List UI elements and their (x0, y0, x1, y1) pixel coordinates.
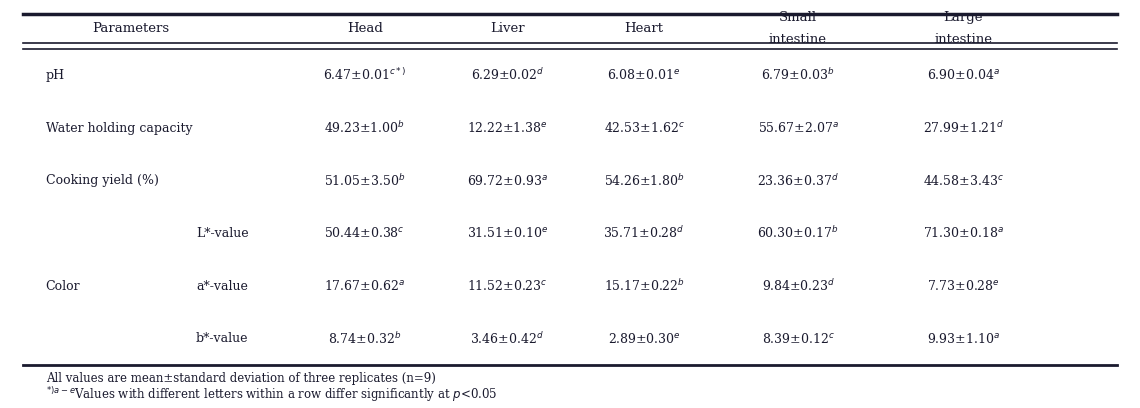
Text: intestine: intestine (935, 33, 992, 47)
Text: Small: Small (779, 11, 817, 24)
Text: Large: Large (944, 11, 983, 24)
Text: 8.39±0.12$^{c}$: 8.39±0.12$^{c}$ (762, 332, 834, 346)
Text: a*-value: a*-value (196, 279, 249, 293)
Text: Liver: Liver (490, 22, 524, 35)
Text: 50.44±0.38$^{c}$: 50.44±0.38$^{c}$ (325, 226, 405, 240)
Text: Parameters: Parameters (92, 22, 170, 35)
Text: pH: pH (46, 69, 65, 82)
Text: Heart: Heart (625, 22, 663, 35)
Text: 69.72±0.93$^{a}$: 69.72±0.93$^{a}$ (466, 174, 548, 188)
Text: $^{*)}$$^{a-e}$Values with different letters within a row differ significantly a: $^{*)}$$^{a-e}$Values with different let… (46, 386, 497, 404)
Text: 12.22±1.38$^{e}$: 12.22±1.38$^{e}$ (467, 121, 547, 135)
Text: 6.08±0.01$^{e}$: 6.08±0.01$^{e}$ (608, 68, 681, 82)
Text: 51.05±3.50$^{b}$: 51.05±3.50$^{b}$ (324, 173, 406, 188)
Text: intestine: intestine (770, 33, 826, 47)
Text: 27.99±1.21$^{d}$: 27.99±1.21$^{d}$ (922, 120, 1004, 136)
Text: 11.52±0.23$^{c}$: 11.52±0.23$^{c}$ (467, 279, 547, 293)
Text: 9.84±0.23$^{d}$: 9.84±0.23$^{d}$ (762, 278, 834, 294)
Text: 15.17±0.22$^{b}$: 15.17±0.22$^{b}$ (603, 278, 685, 294)
Text: 54.26±1.80$^{b}$: 54.26±1.80$^{b}$ (604, 173, 684, 188)
Text: 31.51±0.10$^{e}$: 31.51±0.10$^{e}$ (466, 226, 548, 240)
Text: b*-value: b*-value (196, 332, 249, 345)
Text: 71.30±0.18$^{a}$: 71.30±0.18$^{a}$ (922, 226, 1004, 240)
Text: Color: Color (46, 279, 80, 293)
Text: 23.36±0.37$^{d}$: 23.36±0.37$^{d}$ (757, 173, 839, 188)
Text: 44.58±3.43$^{c}$: 44.58±3.43$^{c}$ (923, 174, 1003, 188)
Text: 7.73±0.28$^{e}$: 7.73±0.28$^{e}$ (927, 279, 1000, 293)
Text: 17.67±0.62$^{a}$: 17.67±0.62$^{a}$ (324, 279, 406, 293)
Text: 60.30±0.17$^{b}$: 60.30±0.17$^{b}$ (757, 226, 839, 242)
Text: Head: Head (347, 22, 383, 35)
Text: 9.93±1.10$^{a}$: 9.93±1.10$^{a}$ (927, 332, 1000, 346)
Text: 6.47±0.01$^{c*)}$: 6.47±0.01$^{c*)}$ (323, 67, 407, 83)
Text: 8.74±0.32$^{b}$: 8.74±0.32$^{b}$ (328, 331, 401, 347)
Text: 2.89±0.30$^{e}$: 2.89±0.30$^{e}$ (608, 332, 681, 346)
Text: Water holding capacity: Water holding capacity (46, 122, 193, 135)
Text: 49.23±1.00$^{b}$: 49.23±1.00$^{b}$ (324, 120, 406, 136)
Text: 6.79±0.03$^{b}$: 6.79±0.03$^{b}$ (762, 67, 834, 83)
Text: 55.67±2.07$^{a}$: 55.67±2.07$^{a}$ (757, 121, 839, 135)
Text: All values are mean±standard deviation of three replicates (n=9): All values are mean±standard deviation o… (46, 372, 435, 385)
Text: Cooking yield (%): Cooking yield (%) (46, 174, 158, 187)
Text: 6.29±0.02$^{d}$: 6.29±0.02$^{d}$ (471, 67, 544, 83)
Text: 6.90±0.04$^{a}$: 6.90±0.04$^{a}$ (927, 68, 1000, 82)
Text: L*-value: L*-value (196, 227, 249, 240)
Text: 35.71±0.28$^{d}$: 35.71±0.28$^{d}$ (603, 226, 685, 242)
Text: 3.46±0.42$^{d}$: 3.46±0.42$^{d}$ (471, 331, 544, 347)
Text: 42.53±1.62$^{c}$: 42.53±1.62$^{c}$ (604, 121, 684, 135)
